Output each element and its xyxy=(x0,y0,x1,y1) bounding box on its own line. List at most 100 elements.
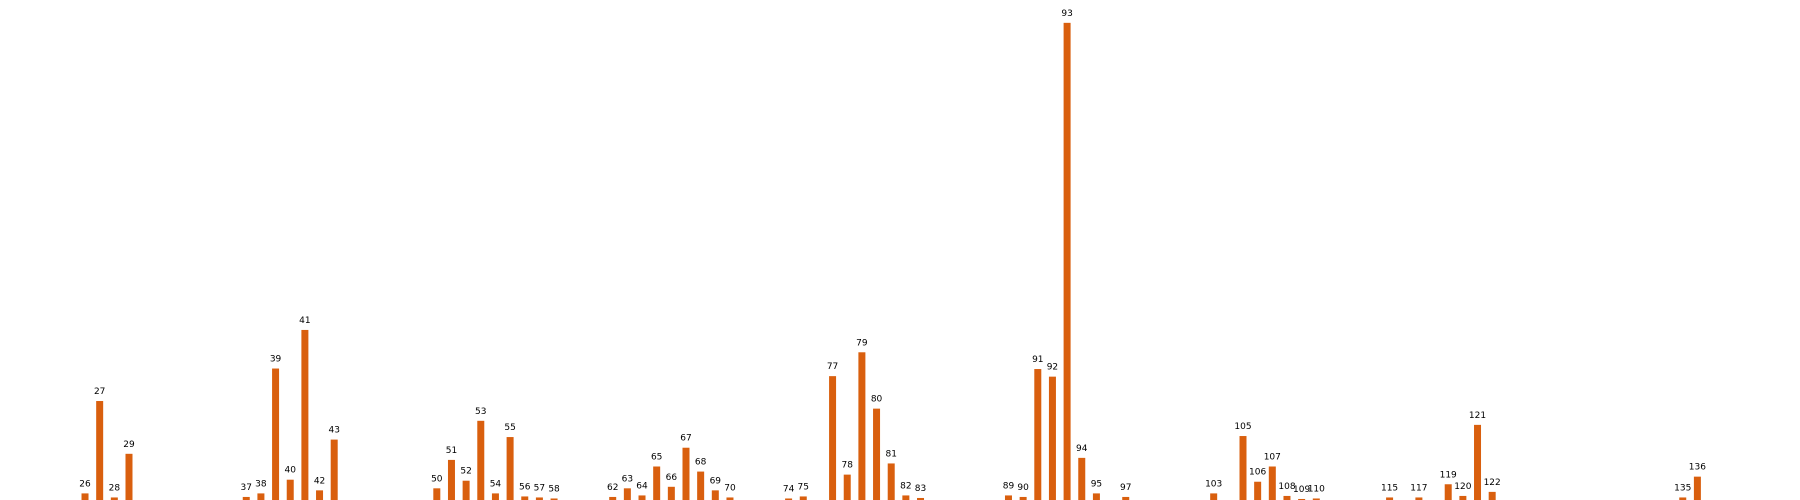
bar-26 xyxy=(81,493,89,500)
bar-109 xyxy=(1298,498,1306,500)
bar-68 xyxy=(697,471,705,500)
bar-106 xyxy=(1254,481,1262,500)
bar-63 xyxy=(623,488,631,500)
bars-layer xyxy=(81,22,1701,500)
bar-label-69: 69 xyxy=(710,476,722,486)
bar-label-103: 103 xyxy=(1205,479,1222,489)
bar-label-51: 51 xyxy=(446,446,457,456)
bar-label-66: 66 xyxy=(666,473,678,483)
labels-layer: 26 27 28 29 37 38 39 40 41 42 43 50 51 52 53 54 55 56 57 58… xyxy=(79,9,1706,495)
bar-75 xyxy=(799,496,807,500)
bar-label-81: 81 xyxy=(885,449,896,459)
bar-label-95: 95 xyxy=(1091,479,1102,489)
bar-119 xyxy=(1444,484,1452,500)
bar-67 xyxy=(682,447,690,500)
bar-label-41: 41 xyxy=(299,316,310,326)
bar-91 xyxy=(1034,369,1042,500)
bar-label-106: 106 xyxy=(1249,468,1266,478)
bar-83 xyxy=(917,497,925,500)
bar-122 xyxy=(1488,491,1496,500)
bar-label-120: 120 xyxy=(1454,482,1471,492)
bar-52 xyxy=(462,480,470,500)
bar-57 xyxy=(535,497,543,500)
bar-39 xyxy=(272,368,280,500)
bar-label-64: 64 xyxy=(636,481,648,491)
bar-label-28: 28 xyxy=(109,483,121,493)
bar-label-57: 57 xyxy=(534,483,545,493)
bar-label-75: 75 xyxy=(798,482,809,492)
bar-label-115: 115 xyxy=(1381,483,1398,493)
bar-110 xyxy=(1312,498,1320,500)
bar-label-94: 94 xyxy=(1076,444,1088,454)
bar-82 xyxy=(902,495,910,500)
bar-label-121: 121 xyxy=(1469,411,1486,421)
bar-label-83: 83 xyxy=(915,484,926,494)
bar-label-89: 89 xyxy=(1003,481,1015,491)
bar-label-70: 70 xyxy=(724,483,736,493)
bar-77 xyxy=(829,376,837,500)
bar-label-82: 82 xyxy=(900,481,911,491)
bar-label-67: 67 xyxy=(680,434,691,444)
bar-120 xyxy=(1459,495,1467,500)
bar-70 xyxy=(726,497,734,500)
bar-135 xyxy=(1679,497,1687,500)
bar-label-37: 37 xyxy=(241,483,252,493)
bar-label-105: 105 xyxy=(1234,422,1251,432)
bar-29 xyxy=(125,453,133,500)
bar-74 xyxy=(785,498,793,500)
bar-label-55: 55 xyxy=(504,423,515,433)
bar-label-122: 122 xyxy=(1484,478,1501,488)
bar-55 xyxy=(506,437,514,500)
bar-51 xyxy=(447,459,455,500)
bar-label-58: 58 xyxy=(548,484,560,494)
bar-58 xyxy=(550,498,558,500)
bar-label-38: 38 xyxy=(255,479,267,489)
bar-79 xyxy=(858,352,866,500)
bar-64 xyxy=(638,495,646,500)
bar-43 xyxy=(330,439,338,500)
bar-label-74: 74 xyxy=(783,484,795,494)
bar-80 xyxy=(873,408,881,500)
bar-label-26: 26 xyxy=(79,479,91,489)
bar-105 xyxy=(1239,436,1247,500)
bar-label-93: 93 xyxy=(1061,9,1072,19)
bar-50 xyxy=(433,488,441,500)
bar-90 xyxy=(1019,496,1027,500)
bar-label-27: 27 xyxy=(94,387,105,397)
bar-label-110: 110 xyxy=(1308,484,1325,494)
bar-label-53: 53 xyxy=(475,407,486,417)
bar-92 xyxy=(1048,376,1056,500)
bar-label-119: 119 xyxy=(1440,470,1457,480)
bar-56 xyxy=(521,496,529,500)
bar-78 xyxy=(843,474,851,500)
bar-94 xyxy=(1078,457,1086,500)
bar-label-107: 107 xyxy=(1264,453,1281,463)
bar-69 xyxy=(711,490,719,500)
bar-label-108: 108 xyxy=(1278,482,1295,492)
bar-38 xyxy=(257,493,265,500)
bar-107 xyxy=(1268,466,1276,500)
bar-label-52: 52 xyxy=(460,467,471,477)
bar-41 xyxy=(301,329,309,500)
bar-label-42: 42 xyxy=(314,476,325,486)
bar-108 xyxy=(1283,495,1291,500)
bar-label-43: 43 xyxy=(328,426,339,436)
bar-95 xyxy=(1092,493,1100,500)
bar-93 xyxy=(1063,22,1071,500)
bar-label-62: 62 xyxy=(607,483,618,493)
bar-label-65: 65 xyxy=(651,453,662,463)
bar-53 xyxy=(477,420,485,500)
bar-label-136: 136 xyxy=(1689,463,1706,473)
bar-66 xyxy=(667,486,675,500)
bar-28 xyxy=(110,497,118,500)
bar-label-50: 50 xyxy=(431,474,443,484)
bar-label-79: 79 xyxy=(856,338,868,348)
bar-label-91: 91 xyxy=(1032,355,1043,365)
bar-label-109: 109 xyxy=(1293,485,1310,495)
bar-label-56: 56 xyxy=(519,482,531,492)
bar-40 xyxy=(286,479,294,500)
bar-label-68: 68 xyxy=(695,458,707,468)
bar-115 xyxy=(1386,497,1394,500)
